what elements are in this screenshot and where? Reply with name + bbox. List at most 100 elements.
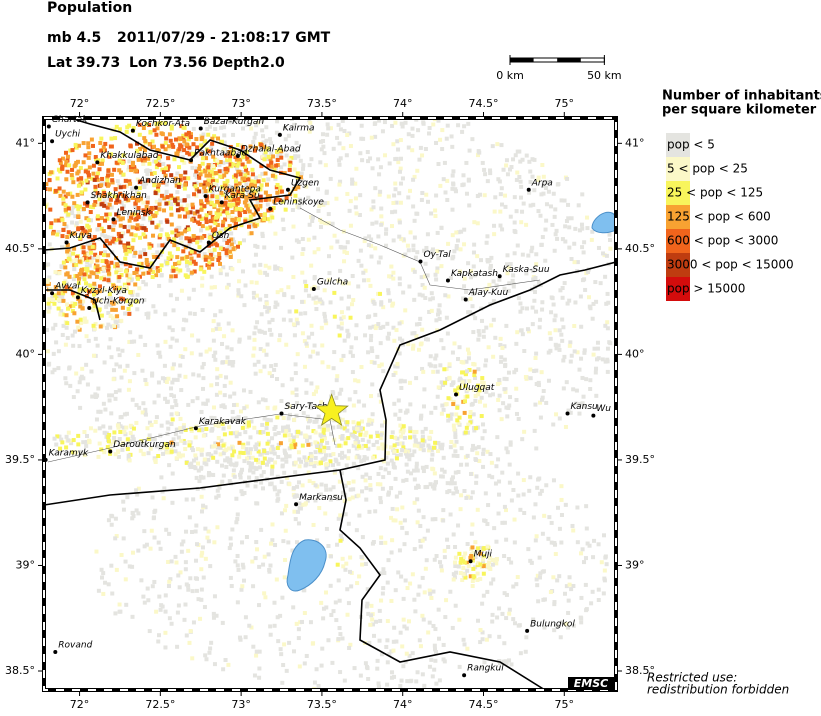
population-cell [492, 279, 496, 283]
population-cell [72, 311, 76, 315]
population-cell [367, 440, 371, 444]
population-cell [51, 298, 55, 302]
population-cell [527, 489, 531, 493]
population-cell [214, 450, 218, 454]
population-cell [563, 592, 567, 596]
population-cell [97, 455, 101, 459]
population-cell [106, 264, 110, 268]
population-cell [541, 570, 545, 574]
population-cell [262, 217, 266, 221]
population-cell [253, 224, 257, 228]
population-cell [491, 355, 495, 359]
population-cell [592, 539, 596, 543]
population-cell [175, 645, 179, 649]
population-cell [500, 186, 504, 190]
population-cell [431, 296, 435, 300]
population-cell [491, 563, 495, 567]
population-cell [233, 475, 237, 479]
population-cell [284, 137, 288, 141]
population-cell [118, 127, 122, 131]
population-cell [443, 293, 447, 297]
population-cell [297, 521, 301, 525]
population-cell [312, 392, 316, 396]
population-cell [107, 582, 111, 586]
magnitude: mb 4.5 [47, 30, 101, 46]
population-cell [246, 441, 250, 445]
population-cell [311, 216, 315, 220]
population-cell [325, 527, 329, 531]
population-cell [153, 214, 157, 218]
population-cell [364, 431, 368, 435]
population-cell [482, 168, 486, 172]
population-cell [97, 223, 101, 227]
population-cell [146, 598, 150, 602]
population-cell [411, 344, 415, 348]
population-cell [150, 423, 154, 427]
population-cell [66, 155, 70, 159]
population-cell [276, 497, 280, 501]
population-cell [379, 165, 383, 169]
population-cell [393, 121, 397, 125]
population-cell [386, 581, 390, 585]
population-cell [433, 517, 437, 521]
population-cell [446, 332, 450, 336]
population-cell [579, 294, 583, 298]
population-cell [608, 233, 612, 237]
population-cell [377, 681, 381, 685]
population-cell [188, 311, 192, 315]
population-cell [62, 228, 66, 232]
population-cell [170, 222, 174, 226]
population-cell [176, 202, 180, 206]
population-cell [436, 313, 440, 317]
population-cell [367, 314, 371, 318]
population-cell [549, 310, 553, 314]
population-cell [264, 171, 268, 175]
population-cell [327, 254, 331, 258]
population-cell [538, 325, 542, 329]
population-cell [279, 399, 283, 403]
population-cell [453, 561, 457, 565]
population-cell [229, 231, 233, 235]
population-cell [267, 570, 271, 574]
population-cell [203, 653, 207, 657]
population-cell [291, 391, 295, 395]
population-cell [220, 342, 224, 346]
population-cell [433, 644, 437, 648]
population-cell [608, 238, 612, 242]
population-cell [392, 339, 396, 343]
population-cell [223, 384, 227, 388]
population-cell [127, 312, 131, 316]
population-cell [186, 268, 190, 272]
population-cell [114, 308, 118, 312]
population-cell [142, 248, 146, 252]
population-cell [360, 158, 364, 162]
population-cell [580, 227, 584, 231]
population-cell [84, 320, 88, 324]
population-cell [628, 315, 632, 319]
population-cell [160, 243, 164, 247]
population-cell [334, 459, 338, 463]
population-cell [473, 316, 477, 320]
population-cell [261, 234, 265, 238]
population-cell [228, 458, 232, 462]
population-cell [421, 438, 425, 442]
population-cell [254, 458, 258, 462]
population-cell [339, 539, 343, 543]
population-cell [90, 138, 94, 142]
population-cell [387, 274, 391, 278]
population-cell [64, 177, 68, 181]
population-cell [200, 284, 204, 288]
population-cell [261, 486, 265, 490]
population-cell [558, 328, 562, 332]
population-cell [360, 124, 364, 128]
population-cell [563, 240, 567, 244]
population-cell [339, 245, 343, 249]
population-cell [229, 381, 233, 385]
population-cell [57, 307, 61, 311]
y-tick-label: 39.5° [5, 453, 35, 466]
population-cell [368, 476, 372, 480]
population-cell [230, 218, 234, 222]
population-cell [300, 620, 304, 624]
population-cell [151, 584, 155, 588]
population-cell [303, 365, 307, 369]
